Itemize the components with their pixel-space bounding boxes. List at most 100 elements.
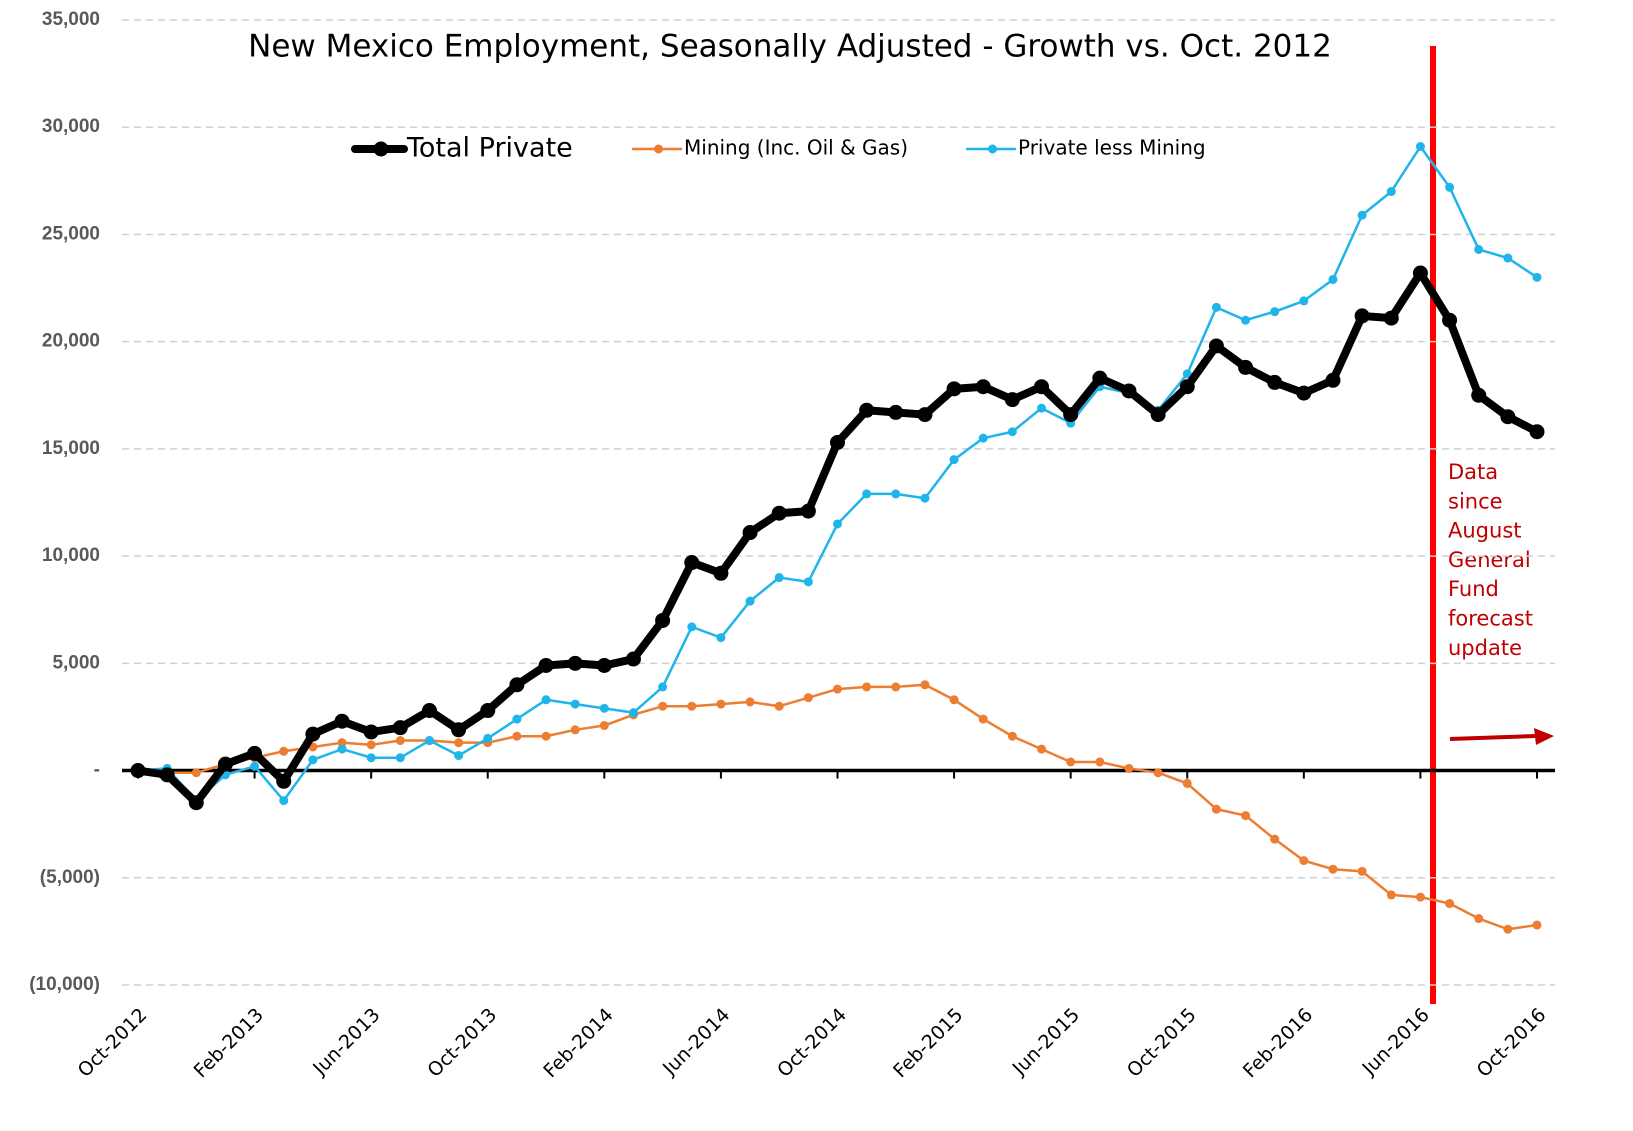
data-point — [1328, 864, 1338, 874]
data-point — [803, 577, 813, 587]
data-point — [803, 693, 813, 703]
data-point — [1383, 310, 1399, 326]
data-point — [392, 720, 408, 736]
data-point — [1241, 315, 1251, 325]
data-point — [279, 746, 289, 756]
data-point — [1386, 890, 1396, 900]
data-point — [1007, 731, 1017, 741]
data-point — [949, 695, 959, 705]
x-tick-label: Feb-2014 — [539, 1004, 617, 1082]
x-tick-label: Jun-2014 — [658, 1004, 734, 1080]
data-point — [716, 633, 726, 643]
x-tick-label: Jun-2013 — [308, 1004, 384, 1080]
data-point — [862, 682, 872, 692]
data-point — [1063, 407, 1079, 423]
data-point — [978, 714, 988, 724]
data-point — [1095, 757, 1105, 767]
data-point — [1357, 210, 1367, 220]
data-point — [1354, 308, 1370, 324]
annotation-line: August — [1448, 519, 1522, 543]
x-tick-label: Oct-2012 — [74, 1004, 152, 1082]
data-point — [1179, 379, 1195, 395]
data-point — [130, 763, 146, 779]
y-tick-label: 10,000 — [42, 545, 100, 566]
y-tick-label: (5,000) — [40, 867, 100, 888]
data-point — [1442, 312, 1458, 328]
data-point — [920, 493, 930, 503]
data-point — [830, 434, 845, 450]
data-point — [628, 708, 638, 718]
arrow-shaft — [1449, 734, 1536, 741]
y-tick-label: 25,000 — [42, 223, 100, 244]
data-point — [1415, 892, 1425, 902]
data-point — [1007, 427, 1017, 437]
data-point — [713, 565, 729, 581]
annotation-line: since — [1448, 489, 1503, 513]
data-point — [745, 596, 755, 606]
data-point — [1529, 424, 1545, 440]
data-point — [570, 725, 580, 735]
data-point — [774, 701, 784, 711]
x-tick-label: Jun-2016 — [1358, 1004, 1434, 1080]
data-point — [1412, 265, 1428, 281]
legend-marker — [988, 144, 997, 154]
annotation-line: General — [1448, 548, 1531, 572]
y-tick-label: 20,000 — [42, 331, 100, 352]
data-point — [424, 736, 434, 746]
data-point — [1299, 296, 1309, 306]
data-point — [891, 489, 901, 499]
data-point — [833, 519, 842, 529]
data-point — [920, 680, 930, 690]
data-point — [949, 455, 959, 465]
data-point — [217, 756, 233, 772]
data-point — [451, 722, 467, 738]
data-point — [975, 379, 991, 395]
y-tick-label: 15,000 — [42, 438, 100, 459]
data-point — [395, 753, 405, 763]
data-point — [687, 701, 697, 711]
legend-label: Total Private — [406, 133, 573, 164]
data-point — [1182, 778, 1192, 788]
data-point — [859, 402, 875, 418]
data-point — [599, 721, 609, 731]
annotation-line: Fund — [1448, 577, 1499, 601]
data-point — [1296, 385, 1312, 401]
y-tick-label: - — [94, 760, 100, 781]
data-point — [774, 573, 784, 583]
chart-title: New Mexico Employment, Seasonally Adjust… — [248, 29, 1332, 65]
legend-marker — [654, 144, 663, 154]
data-point — [454, 738, 464, 748]
data-point — [658, 682, 668, 692]
data-point — [1034, 379, 1050, 395]
data-point — [1299, 856, 1309, 866]
arrow-head — [1534, 728, 1554, 745]
data-point — [337, 744, 347, 754]
x-tick-label: Oct-2014 — [773, 1004, 851, 1082]
data-point — [658, 701, 668, 711]
data-point — [1066, 757, 1076, 767]
data-point — [599, 703, 609, 713]
data-point — [1208, 338, 1224, 354]
data-point — [716, 699, 726, 709]
data-point — [421, 703, 437, 719]
data-point — [1267, 374, 1283, 390]
legend-label: Private less Mining — [1018, 136, 1206, 160]
data-point — [1474, 914, 1484, 924]
data-point — [1474, 244, 1484, 254]
data-point — [1445, 182, 1455, 192]
data-point — [1357, 866, 1367, 876]
data-point — [454, 751, 464, 761]
y-tick-label: 5,000 — [52, 652, 100, 673]
data-point — [1211, 804, 1221, 814]
data-point — [1153, 768, 1163, 778]
annotation-line: Data — [1448, 460, 1498, 484]
x-tick-label: Jun-2015 — [1008, 1004, 1084, 1080]
annotation-line: forecast — [1448, 607, 1533, 631]
y-tick-label: 35,000 — [42, 9, 100, 30]
series-line — [137, 145, 1538, 802]
data-point — [188, 795, 204, 811]
x-tick-label: Oct-2013 — [423, 1004, 501, 1082]
data-point — [1270, 307, 1280, 317]
data-point — [512, 714, 522, 724]
